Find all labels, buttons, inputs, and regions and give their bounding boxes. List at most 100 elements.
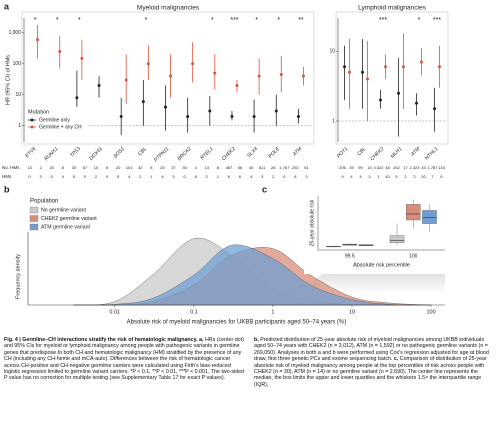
count: 811	[259, 165, 266, 170]
y-tick-label: 10	[329, 49, 335, 55]
legend-swatch	[29, 215, 39, 222]
count: 43	[385, 174, 390, 179]
gene-label: CBL	[137, 146, 148, 157]
legend-label: ATM germline variant	[41, 224, 90, 230]
hr-point	[208, 109, 212, 113]
count: 1	[217, 174, 220, 179]
count: 30	[72, 165, 77, 170]
y-axis-label: 25-year absolute risk	[309, 199, 315, 246]
gene-label: MLH1	[390, 146, 404, 160]
hr-point	[124, 78, 128, 82]
x-tick-label: 1	[271, 309, 274, 315]
hr-point	[433, 107, 436, 111]
hr-point	[230, 114, 234, 118]
panel-title: Myeloid malignancies	[137, 5, 200, 12]
count: 9	[341, 174, 344, 179]
gene-label: TP53	[69, 146, 82, 159]
y-tick-label: 10	[15, 92, 21, 98]
count: 7	[431, 174, 434, 179]
count: 206	[339, 165, 346, 170]
y-tick-label: 100	[13, 61, 22, 67]
count: 1	[377, 174, 380, 179]
count: 292	[292, 165, 299, 170]
hr-point	[141, 100, 145, 104]
hr-point	[397, 91, 400, 95]
significance: *	[34, 17, 37, 24]
count: 99	[358, 165, 363, 170]
significance: ***	[433, 17, 441, 24]
count: 2	[139, 174, 142, 179]
count: 3	[305, 174, 308, 179]
caption-right: b, Predicted distribution of 25-year abs…	[254, 337, 496, 388]
significance: *	[144, 17, 147, 24]
count: 8	[150, 165, 153, 170]
hr-point	[257, 74, 261, 78]
count: 8	[62, 165, 65, 170]
gene-label: RTEL1	[199, 146, 214, 161]
significance: ***	[379, 17, 387, 24]
count: 1	[150, 174, 153, 179]
count: 30	[182, 165, 187, 170]
count: 4	[195, 165, 198, 170]
gene-label: ETV6	[24, 146, 37, 159]
count: 3	[172, 174, 175, 179]
count: 2	[39, 165, 42, 170]
hr-point	[97, 83, 101, 87]
count: 20	[160, 165, 165, 170]
legend-swatch	[30, 125, 34, 129]
gene-label: POT1	[336, 146, 350, 160]
hr-point	[343, 65, 346, 69]
count: 28	[271, 165, 276, 170]
caption-label: b,	[254, 337, 259, 343]
count: 61	[304, 165, 309, 170]
y-tick-label: 1,000	[8, 30, 21, 36]
hr-point	[379, 98, 382, 102]
hr-point	[119, 114, 123, 118]
count: 133	[438, 165, 445, 170]
hr-point	[296, 114, 300, 118]
count: 32	[138, 165, 143, 170]
significance: ***	[230, 17, 238, 24]
caption-title: Fig. 4 | Germline–CH interactions strati…	[4, 337, 198, 343]
count: 8	[106, 165, 109, 170]
significance: *	[418, 17, 421, 24]
x-tick-label: 10	[349, 309, 355, 315]
count: 6	[239, 174, 242, 179]
hr-point	[169, 74, 172, 78]
gene-label: ATM	[409, 146, 422, 159]
count: 6	[195, 174, 198, 179]
count: 2	[272, 174, 275, 179]
count: 3	[261, 174, 264, 179]
count: 4	[250, 174, 253, 179]
count: 6	[440, 174, 443, 179]
count: 0	[51, 174, 54, 179]
hr-point	[75, 96, 79, 100]
count: 5	[73, 174, 76, 179]
gene-label: CHEK2	[221, 146, 237, 162]
gene-label: CHEK2	[369, 146, 385, 162]
count: 1,767	[279, 165, 290, 170]
legend-label: Germline + any CH	[39, 124, 82, 130]
significance: *	[277, 17, 280, 24]
count: 40	[249, 165, 254, 170]
count: 0	[28, 174, 31, 179]
legend-label: No germline variant	[41, 207, 87, 213]
x-tick-label: 0.01	[109, 309, 120, 315]
caption-left: Fig. 4 | Germline–CH interactions strati…	[4, 337, 246, 382]
count: 33	[421, 165, 426, 170]
x-tick-label: 99.5	[345, 253, 355, 259]
y-tick-label: 1	[18, 123, 21, 129]
count: 39	[349, 165, 354, 170]
hr-point	[420, 60, 423, 64]
gene-label: BRCA2	[176, 146, 192, 162]
hr-point	[191, 62, 195, 66]
count: 6	[228, 174, 231, 179]
gene-label: NTHL1	[424, 146, 440, 162]
caption-text: Predicted distribution of 25-year absolu…	[254, 337, 489, 363]
hr-point	[274, 109, 278, 113]
hr-point	[213, 71, 217, 75]
significance: **	[298, 17, 304, 24]
hr-point	[415, 101, 418, 105]
count-row-label: HMs	[2, 174, 12, 179]
hr-point	[301, 74, 305, 78]
